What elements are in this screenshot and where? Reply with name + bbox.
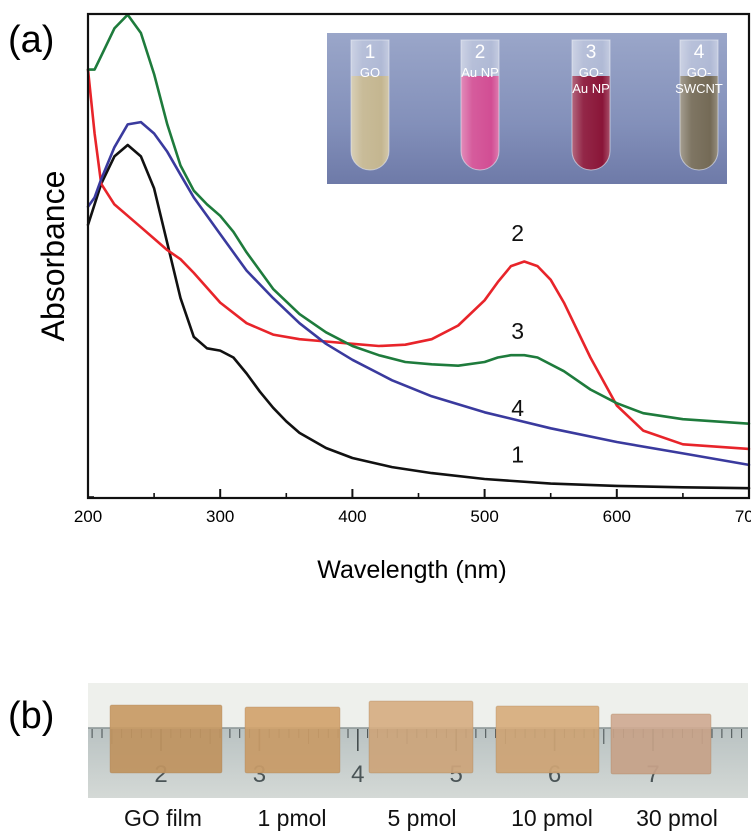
film-ruler-photo: 234567	[88, 683, 748, 798]
series-line-3	[86, 13, 751, 425]
vial-caption: SWCNT	[675, 81, 723, 96]
inset-background	[327, 33, 727, 184]
vial-3: 3 GO-Au NP	[571, 39, 611, 171]
film-overlap-shadow	[496, 729, 599, 773]
x-tick-label: 300	[206, 507, 234, 526]
vial-caption: Au NP	[572, 81, 610, 96]
x-axis-ticks: 200 300 400 500 600 700	[74, 489, 751, 526]
vial-caption: GO-	[687, 65, 712, 80]
film-sample	[244, 706, 341, 774]
x-tick-label: 700	[735, 507, 751, 526]
vial-4: 4 GO-SWCNT	[675, 39, 723, 171]
film-piece	[495, 705, 600, 774]
film-caption: 10 pmol	[511, 805, 593, 831]
film-overlap-shadow	[611, 729, 711, 774]
curve-label-2: 2	[511, 220, 524, 246]
vial-caption: GO	[360, 65, 380, 80]
ruler-number: 4	[351, 761, 364, 788]
film-piece	[109, 704, 223, 774]
x-tick-label: 500	[470, 507, 498, 526]
vial-1: 1 GO	[350, 39, 390, 171]
series-line-4	[86, 120, 751, 467]
vial-outline	[350, 39, 390, 171]
vial-number: 2	[475, 42, 486, 63]
film-caption: GO film	[124, 805, 202, 831]
vial-caption: Au NP	[461, 65, 499, 80]
film-overlap-shadow	[110, 729, 222, 773]
film-piece	[244, 706, 341, 774]
curve-label-3: 3	[511, 318, 524, 344]
series-line-2	[86, 68, 751, 451]
x-tick-label: 600	[603, 507, 631, 526]
film-sample	[610, 713, 712, 775]
y-axis-title: Absorbance	[35, 171, 71, 342]
film-caption: 1 pmol	[257, 805, 326, 831]
film-piece	[610, 713, 712, 775]
x-tick-label: 200	[74, 507, 102, 526]
vial-outline	[460, 39, 500, 171]
film-piece	[368, 700, 474, 774]
panel-a-label: (a)	[8, 19, 54, 61]
curve-labels: 2 3 4 1	[511, 220, 524, 468]
vial-caption: GO-	[579, 65, 604, 80]
vial-number: 1	[365, 42, 376, 63]
x-axis-title: Wavelength (nm)	[317, 556, 506, 584]
vial-outline	[679, 39, 719, 171]
series-line-1	[86, 143, 751, 490]
film-sample	[109, 704, 223, 774]
film-caption: 5 pmol	[387, 805, 456, 831]
film-overlap-shadow	[369, 729, 473, 773]
vial-number: 3	[586, 42, 597, 63]
vial-number: 4	[694, 42, 705, 63]
film-sample	[368, 700, 474, 774]
film-caption: 30 pmol	[636, 805, 718, 831]
series-layer	[86, 13, 751, 490]
film-overlap-shadow	[245, 729, 340, 773]
panel-b-label: (b)	[8, 695, 54, 737]
film-captions: GO film 1 pmol 5 pmol 10 pmol 30 pmol	[124, 805, 718, 831]
curve-label-1: 1	[511, 442, 524, 468]
vial-2: 2 Au NP	[460, 39, 500, 171]
film-sample	[495, 705, 600, 774]
x-tick-label: 400	[338, 507, 366, 526]
vial-outline	[571, 39, 611, 171]
curve-label-4: 4	[511, 395, 524, 421]
film-samples	[109, 700, 712, 775]
